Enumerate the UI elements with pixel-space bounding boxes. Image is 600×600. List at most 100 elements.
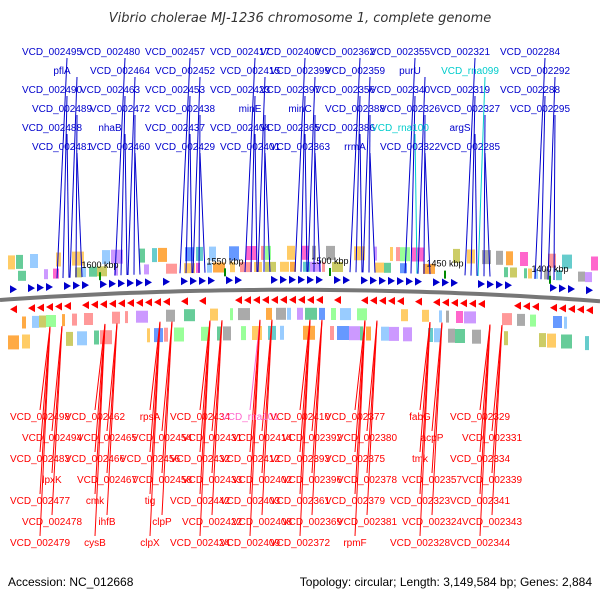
feature-band-block [147, 328, 150, 343]
feature-band-block [30, 254, 38, 268]
feature-band-block [94, 330, 99, 345]
forward-gene-arrow [478, 279, 485, 288]
gene-label: VCD_002323 [390, 496, 450, 507]
gene-label: VCD_002327 [440, 104, 500, 115]
label-leader-line [211, 320, 223, 516]
forward-gene-arrow [109, 279, 116, 288]
reverse-gene-arrow [91, 300, 98, 309]
feature-band-block [238, 308, 250, 321]
feature-band-block [539, 333, 546, 348]
feature-band-block [158, 247, 167, 262]
gene-label: VCD_002464 [90, 66, 150, 77]
feature-band-block [530, 314, 536, 327]
forward-gene-arrow [361, 276, 368, 285]
feature-band-block [340, 308, 351, 321]
reverse-gene-arrow [586, 306, 593, 315]
gene-label: VCD_002357 [402, 475, 462, 486]
feature-band-block [185, 247, 194, 262]
label-leader-line [198, 114, 201, 273]
label-leader-line [477, 76, 486, 276]
feature-band-block [207, 262, 212, 273]
feature-band-block [349, 326, 360, 341]
feature-band-block [547, 333, 556, 348]
label-leader-line [199, 320, 211, 537]
gene-label: VCD_002397 [260, 85, 320, 96]
label-leader-line [161, 321, 173, 516]
forward-gene-arrow [280, 275, 287, 284]
label-leader-line [410, 95, 416, 274]
gene-label: VCD_002324 [402, 517, 462, 528]
feature-band-block [585, 272, 592, 283]
reverse-gene-arrow [433, 298, 440, 307]
feature-band-block [502, 313, 512, 326]
feature-band-block [400, 263, 407, 274]
gene-label: VCD_002369 [282, 517, 342, 528]
feature-band-block [456, 311, 463, 323]
gene-label: VCD_002409 [220, 538, 280, 549]
gene-label: VCD_002380 [337, 433, 397, 444]
gene-label: VCD_002410 [270, 412, 330, 423]
gene-label: VCD_002328 [390, 538, 450, 549]
feature-band-block [144, 264, 149, 275]
feature-band-block [77, 331, 87, 346]
feature-band-block [112, 311, 120, 324]
label-leader-line [249, 319, 261, 411]
feature-band-block [265, 245, 271, 260]
feature-band-block [276, 307, 286, 320]
label-leader-line [419, 322, 431, 411]
label-leader-line [491, 325, 503, 516]
gene-arrows [10, 275, 593, 315]
gene-label: VCD_002404 [210, 123, 270, 134]
feature-band-block [184, 263, 195, 274]
gene-label: nhaB [98, 123, 122, 134]
gene-label: VCD_002288 [500, 85, 560, 96]
feature-band-block [18, 270, 26, 281]
gene-label: VCD_002490 [22, 85, 82, 96]
gene-label: ihfB [98, 517, 116, 528]
label-leader-line [470, 95, 476, 276]
feature-band-block [326, 245, 335, 260]
gene-label: VCD_002480 [80, 47, 140, 58]
reverse-gene-arrow [55, 302, 62, 311]
reverse-gene-arrow [271, 295, 278, 304]
feature-band-block [534, 268, 538, 279]
reverse-gene-arrow [415, 297, 422, 306]
gene-label: VCD_002434 [170, 412, 230, 423]
gene-label: VCD_002329 [450, 412, 510, 423]
forward-gene-arrow [190, 277, 197, 286]
gene-label: VCD_002422 [182, 517, 242, 528]
feature-band-block [556, 270, 562, 281]
feature-band-block [240, 262, 252, 273]
label-leader-line [127, 76, 136, 276]
gene-label: VCD_002393 [270, 454, 330, 465]
forward-gene-arrow [415, 277, 422, 286]
feature-band-block [464, 311, 476, 324]
feature-band-block [422, 309, 429, 322]
feature-band-block [578, 271, 585, 282]
feature-band-block [591, 256, 598, 271]
label-leader-line [355, 95, 361, 273]
reverse-gene-arrow [82, 301, 89, 310]
label-leader-line [299, 319, 311, 411]
gene-label: VCD_002361 [270, 496, 330, 507]
forward-gene-arrow [118, 279, 125, 288]
gene-label: VCD_002322 [380, 142, 440, 153]
reverse-gene-arrow [253, 295, 260, 304]
gene-label: VCD_002424 [170, 538, 230, 549]
reverse-gene-arrow [514, 301, 521, 310]
feature-band-block [139, 248, 145, 263]
feature-band-block [82, 267, 86, 278]
forward-gene-arrow [370, 276, 377, 285]
label-leader-line [199, 152, 206, 273]
feature-band-block [302, 245, 309, 260]
label-leader-line [149, 321, 161, 537]
label-leader-line [474, 133, 478, 276]
label-leader-lines [39, 57, 556, 537]
gene-label: VCD_002467 [77, 475, 137, 486]
forward-gene-arrow [235, 276, 242, 285]
forward-gene-arrow [433, 278, 440, 287]
feature-band-block [114, 265, 118, 276]
reverse-gene-arrow [334, 296, 341, 305]
label-leader-line [249, 319, 261, 537]
